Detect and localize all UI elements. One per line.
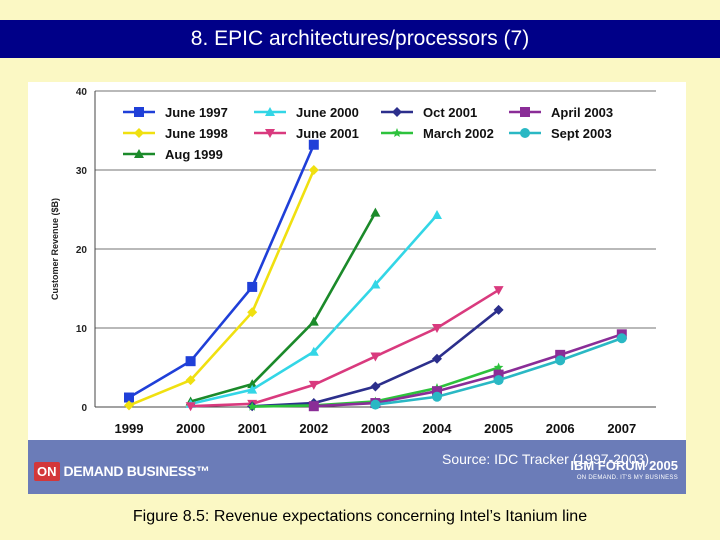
legend-marker-aug-1999 (134, 149, 144, 158)
legend-label-march-2002: March 2002 (423, 126, 494, 141)
legend-label-june-2000: June 2000 (296, 105, 359, 120)
legend-marker-june-1997 (134, 107, 144, 117)
x-tick-label: 2004 (423, 421, 453, 436)
forum-title: IBM FORUM 2005 (570, 458, 678, 473)
y-tick-label: 30 (76, 166, 88, 177)
x-tick-label: 2007 (607, 421, 636, 436)
data-point-june-2000 (432, 210, 442, 220)
data-point-june-2001 (185, 402, 196, 412)
revenue-line-chart: 0 10 20 30 40 Customer Revenue ($B) 1999 2000 20… (50, 87, 656, 436)
data-point-june-2000 (370, 279, 381, 289)
data-point-june-1998 (185, 375, 196, 386)
data-point-june-2001 (432, 324, 442, 333)
series-line-aug-1999 (190, 212, 377, 403)
data-point-april-2003 (493, 369, 504, 380)
legend-marker-june-2001 (265, 129, 275, 138)
data-point-march-2002 (493, 362, 504, 372)
data-point-sept-2003 (555, 355, 566, 366)
series-line-june-1997 (128, 144, 315, 399)
legend-marker-sept-2003 (520, 128, 530, 138)
on-badge: ON (34, 461, 60, 481)
source-banner: ON DEMAND BUSINESS™ Source: IDC Tracker … (28, 440, 686, 494)
data-point-june-1997 (124, 392, 134, 403)
legend-marker-oct-2001 (392, 107, 402, 117)
data-point-sept-2003 (432, 391, 442, 402)
data-point-june-2000 (308, 346, 319, 356)
x-tick-label: 2001 (238, 421, 267, 436)
data-point-june-1997 (308, 139, 319, 150)
data-point-aug-1999 (247, 379, 258, 389)
chart-panel: 0 10 20 30 40 Customer Revenue ($B) 1999 2000 20… (28, 82, 686, 440)
figure-caption: Figure 8.5: Revenue expectations concern… (132, 508, 588, 525)
on-demand-text: DEMAND BUSINESS™ (63, 463, 210, 479)
legend-label-sept-2003: Sept 2003 (551, 126, 612, 141)
y-axis-label: Customer Revenue ($B) (50, 198, 60, 300)
legend-marker-june-2000 (265, 107, 275, 116)
x-tick-label: 1999 (115, 421, 144, 436)
source-note: Source: IDC Tracker (1997-2003) (442, 451, 649, 467)
data-point-april-2003 (308, 401, 319, 412)
legend-label-june-1998: June 1998 (165, 126, 228, 141)
slide-title: 8. EPIC architectures/processors (7) (0, 20, 720, 58)
data-point-june-1998 (247, 307, 258, 318)
data-point-june-2001 (493, 286, 504, 296)
data-point-june-1997 (185, 356, 196, 367)
series-line-april-2003 (313, 333, 623, 408)
data-point-sept-2003 (616, 333, 627, 344)
data-point-june-2000 (247, 384, 258, 394)
legend-marker-march-2002 (392, 128, 402, 137)
series-line-june-1998 (128, 169, 315, 407)
legend-marker-april-2003 (520, 107, 530, 117)
y-tick-label: 20 (76, 245, 88, 256)
data-point-june-1998 (124, 400, 134, 411)
data-point-june-1998 (308, 165, 319, 175)
y-tick-label: 40 (76, 87, 88, 98)
x-tick-label: 2002 (299, 421, 328, 436)
x-tick-label: 2006 (546, 421, 575, 436)
y-tick-label: 10 (76, 324, 88, 335)
data-point-april-2003 (432, 386, 442, 397)
data-point-sept-2003 (370, 399, 381, 410)
data-point-june-2001 (370, 352, 381, 362)
data-point-april-2003 (555, 349, 566, 360)
data-point-june-1997 (247, 281, 258, 292)
legend-label-aug-1999: Aug 1999 (165, 147, 223, 162)
on-demand-business-logo: ON DEMAND BUSINESS™ (34, 460, 210, 482)
forum-tagline: ON DEMAND. IT'S MY BUSINESS (576, 475, 678, 481)
y-tick-label: 0 (81, 403, 87, 414)
x-tick-label: 2003 (361, 421, 390, 436)
data-point-aug-1999 (308, 316, 319, 326)
legend-label-oct-2001: Oct 2001 (423, 105, 477, 120)
ibm-forum-logo: IBM FORUM 2005 ON DEMAND. IT'S MY BUSINE… (570, 458, 678, 481)
x-tick-label: 2005 (484, 421, 513, 436)
data-point-june-2001 (308, 380, 319, 390)
data-point-oct-2001 (432, 353, 442, 364)
data-point-oct-2001 (493, 304, 504, 315)
legend-marker-june-1998 (134, 128, 144, 138)
data-point-march-2002 (247, 401, 257, 411)
legend-label-april-2003: April 2003 (551, 105, 613, 120)
data-point-aug-1999 (370, 207, 381, 217)
x-tick-label: 2000 (176, 421, 205, 436)
legend-label-june-1997: June 1997 (165, 105, 228, 120)
data-point-oct-2001 (370, 381, 381, 392)
data-point-sept-2003 (493, 375, 504, 386)
legend-label-june-2001: June 2001 (296, 126, 359, 141)
series-line-june-2001 (190, 288, 500, 408)
